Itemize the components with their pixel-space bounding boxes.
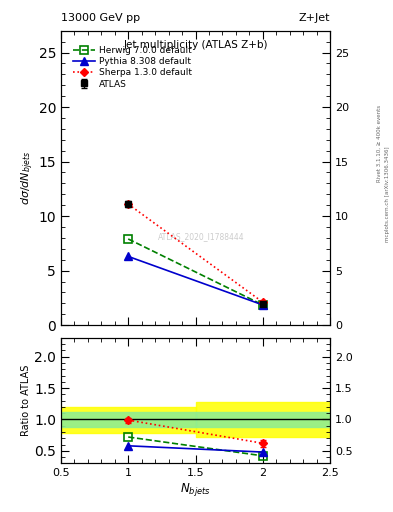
Text: ATLAS_2020_I1788444: ATLAS_2020_I1788444 bbox=[158, 232, 244, 241]
Sherpa 1.3.0 default bbox=[261, 299, 265, 305]
Y-axis label: Ratio to ATLAS: Ratio to ATLAS bbox=[21, 365, 31, 436]
X-axis label: $N_{bjets}$: $N_{bjets}$ bbox=[180, 481, 211, 498]
Sherpa 1.3.0 default bbox=[126, 201, 130, 207]
Text: Jet multiplicity (ATLAS Z+b): Jet multiplicity (ATLAS Z+b) bbox=[123, 39, 268, 50]
Text: 13000 GeV pp: 13000 GeV pp bbox=[61, 13, 140, 24]
Text: Rivet 3.1.10, ≥ 400k events: Rivet 3.1.10, ≥ 400k events bbox=[377, 105, 382, 182]
Pythia 8.308 default bbox=[261, 302, 265, 308]
Herwig 7.0.0 default bbox=[261, 302, 265, 308]
Line: Herwig 7.0.0 default: Herwig 7.0.0 default bbox=[125, 235, 266, 309]
Herwig 7.0.0 default bbox=[126, 236, 130, 242]
Pythia 8.308 default bbox=[126, 253, 130, 260]
Legend: Herwig 7.0.0 default, Pythia 8.308 default, Sherpa 1.3.0 default, ATLAS: Herwig 7.0.0 default, Pythia 8.308 defau… bbox=[71, 44, 194, 91]
Line: Sherpa 1.3.0 default: Sherpa 1.3.0 default bbox=[125, 201, 266, 305]
Text: mcplots.cern.ch [arXiv:1306.3436]: mcplots.cern.ch [arXiv:1306.3436] bbox=[385, 147, 389, 242]
Line: Pythia 8.308 default: Pythia 8.308 default bbox=[125, 252, 266, 309]
Text: Z+Jet: Z+Jet bbox=[299, 13, 330, 24]
Y-axis label: $d\sigma/dN_{bjets}$: $d\sigma/dN_{bjets}$ bbox=[19, 151, 36, 205]
